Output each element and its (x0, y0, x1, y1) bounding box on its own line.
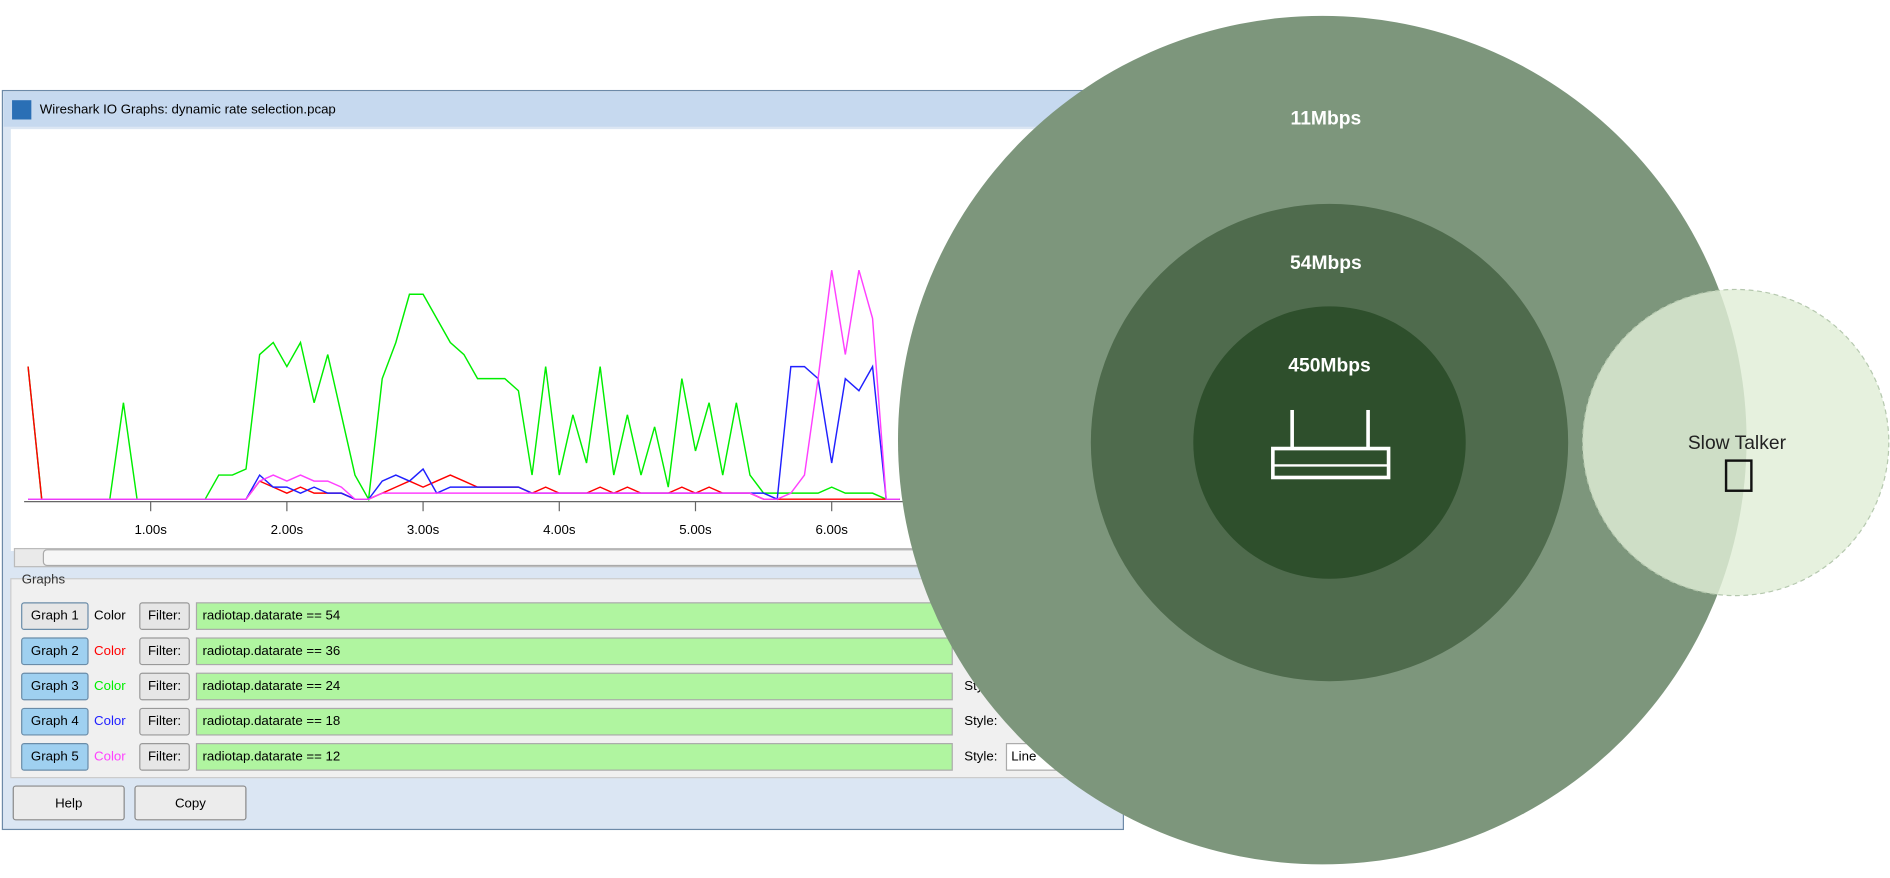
page: Wireshark IO Graphs: dynamic rate select… (0, 0, 1890, 878)
graph-button-label[interactable]: Graph 5 (31, 748, 79, 763)
style-label: Style: (964, 713, 997, 728)
client-label: Slow Talker (1688, 433, 1787, 454)
range-450mbps (1193, 306, 1465, 578)
x-tick-label: 5.00s (679, 522, 712, 537)
window-title: Wireshark IO Graphs: dynamic rate select… (40, 101, 336, 116)
filter-button-label[interactable]: Filter: (148, 678, 181, 693)
button-label[interactable]: Copy (175, 796, 206, 811)
style-label: Style: (964, 748, 997, 763)
filter-button-label[interactable]: Filter: (148, 643, 181, 658)
graph-button-label[interactable]: Graph 4 (31, 713, 79, 728)
color-label: Color (94, 748, 126, 763)
graphs-label: Graphs (22, 571, 66, 586)
color-label: Color (94, 713, 126, 728)
filter-text[interactable]: radiotap.datarate == 18 (203, 713, 341, 728)
x-tick-label: 4.00s (543, 522, 576, 537)
x-tick-label: 1.00s (134, 522, 167, 537)
filter-text[interactable]: radiotap.datarate == 54 (203, 608, 341, 623)
inner-label: 450Mbps (1288, 356, 1370, 377)
filter-text[interactable]: radiotap.datarate == 36 (203, 643, 341, 658)
x-tick-label: 6.00s (815, 522, 848, 537)
filter-button-label[interactable]: Filter: (148, 748, 181, 763)
graph-rows: Graph 1 Color Filter: radiotap.datarate == … (22, 603, 1103, 770)
middle-label: 54Mbps (1290, 253, 1362, 274)
filter-button-label[interactable]: Filter: (148, 713, 181, 728)
graph-button-label[interactable]: Graph 3 (31, 678, 79, 693)
color-label: Color (94, 643, 126, 658)
outer-label: 11Mbps (1291, 109, 1362, 130)
graph-button-label[interactable]: Graph 2 (31, 643, 79, 658)
x-tick-label: 3.00s (407, 522, 440, 537)
app-icon (12, 100, 31, 119)
x-tick-label: 2.00s (271, 522, 304, 537)
button-label[interactable]: Help (55, 796, 82, 811)
color-label: Color (94, 678, 126, 693)
filter-text[interactable]: radiotap.datarate == 12 (203, 748, 341, 763)
color-label: Color (94, 608, 126, 623)
screen: Wireshark IO Graphs: dynamic rate select… (0, 0, 1890, 873)
graph-button-label[interactable]: Graph 1 (31, 608, 79, 623)
filter-text[interactable]: radiotap.datarate == 24 (203, 678, 341, 693)
style-value[interactable]: Line (1011, 748, 1036, 763)
filter-button-label[interactable]: Filter: (148, 608, 181, 623)
